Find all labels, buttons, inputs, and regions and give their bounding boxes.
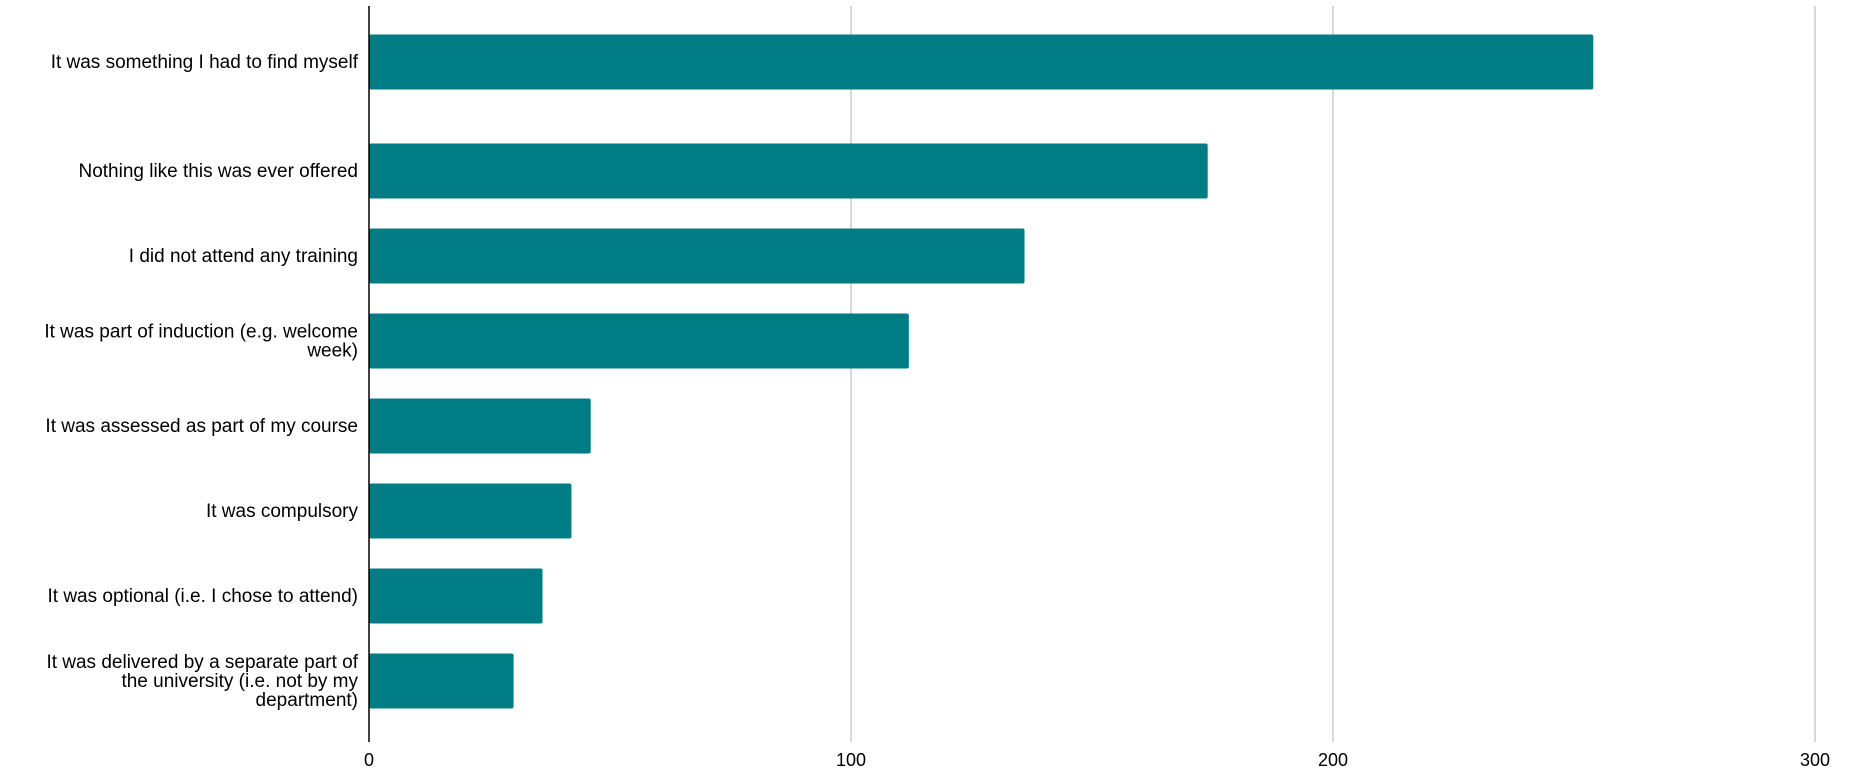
bar-8 [369,653,514,709]
bars [369,34,1594,709]
category-label-line: I did not attend any training [129,246,358,267]
bar-7 [369,568,543,624]
bar-3 [369,228,1025,284]
bar-1 [369,34,1594,90]
bar-6 [369,483,572,539]
category-label-2: Nothing like this was ever offered [78,161,358,182]
x-tick-label-200: 200 [1318,750,1348,770]
category-label-line: week) [306,341,358,362]
category-labels: It was something I had to find myself Not… [44,52,358,711]
category-label-line: It was part of induction (e.g. welcome [44,322,358,343]
category-label-line: department) [256,690,358,711]
category-label-8: It was delivered by a separate part of th… [46,652,358,711]
bar-2 [369,143,1208,199]
category-label-6: It was compulsory [206,501,359,522]
x-tick-label-300: 300 [1800,750,1830,770]
bar-5 [369,398,591,454]
category-label-5: It was assessed as part of my course [45,416,358,437]
x-tick-label-100: 100 [836,750,866,770]
category-label-3: I did not attend any training [129,246,358,267]
x-tick-labels: 0 100 200 300 [364,750,1830,770]
category-label-line: It was optional (i.e. I chose to attend) [47,586,358,607]
bar-4 [369,313,909,369]
category-label-line: It was assessed as part of my course [45,416,358,437]
category-label-line: the university (i.e. not by my [121,671,358,692]
category-label-line: It was delivered by a separate part of [46,652,358,673]
category-label-line: It was something I had to find myself [51,52,359,73]
x-tick-label-0: 0 [364,750,374,770]
category-label-7: It was optional (i.e. I chose to attend) [47,586,358,607]
category-label-1: It was something I had to find myself [51,52,359,73]
category-label-line: It was compulsory [206,501,359,522]
grid-lines [850,6,1816,742]
category-label-line: Nothing like this was ever offered [78,161,358,182]
category-label-4: It was part of induction (e.g. welcome we… [44,322,358,362]
